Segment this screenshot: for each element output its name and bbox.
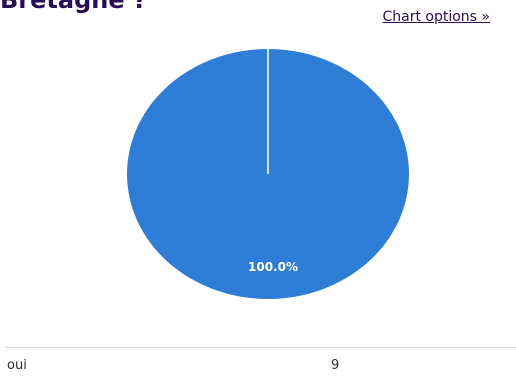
results-divider [5, 347, 516, 348]
result-label: oui [7, 358, 27, 373]
pie-slice-label: 100.0% [248, 260, 298, 274]
result-count: 9 [331, 358, 340, 373]
question-title: Bretagne ? [0, 0, 147, 14]
chart-options-link[interactable]: Chart options » [382, 9, 490, 25]
result-row: oui 9 [0, 358, 516, 378]
pie-chart: 100.0% [127, 49, 409, 299]
